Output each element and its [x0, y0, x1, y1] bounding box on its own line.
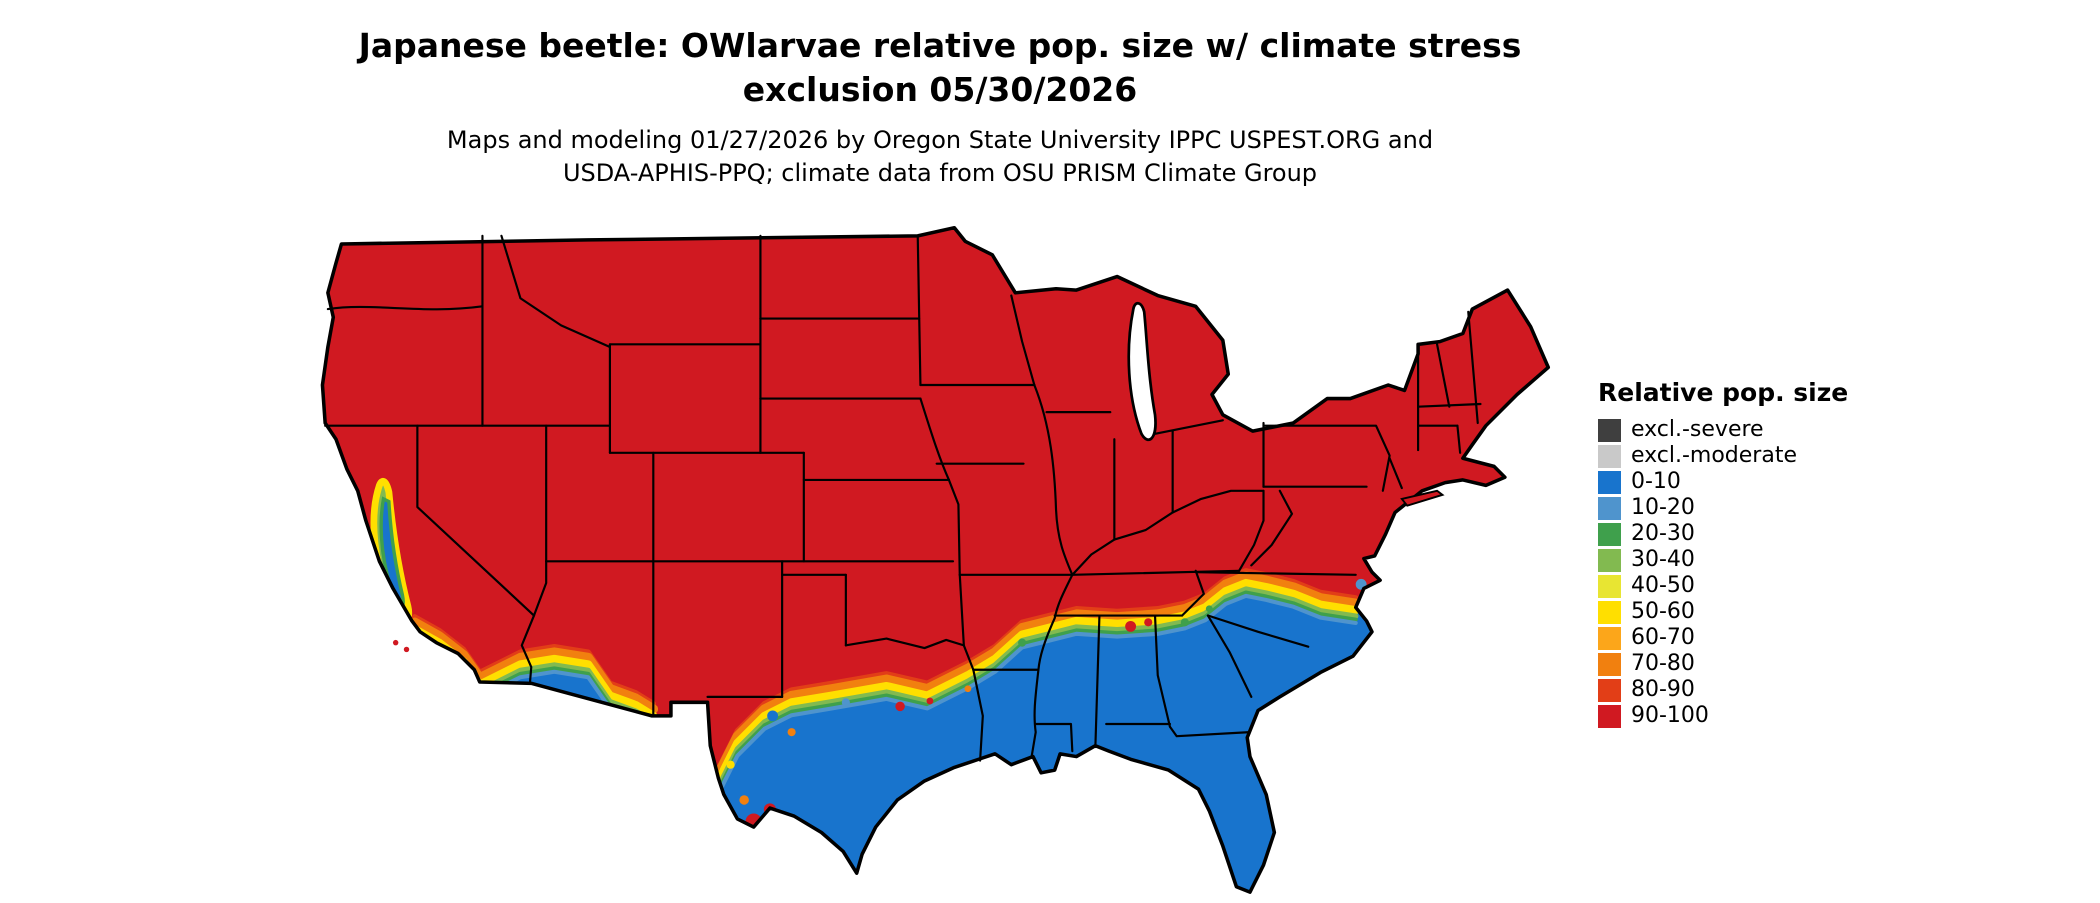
legend-swatch	[1598, 678, 1621, 702]
legend-item-label: 20-30	[1631, 521, 1695, 546]
legend-item-label: 0-10	[1631, 469, 1681, 494]
long-island	[1400, 489, 1445, 507]
legend-swatch	[1598, 652, 1621, 676]
map-legend: Relative pop. size excl.-severe excl.-mod…	[1598, 378, 2058, 729]
legend-item-label: 70-80	[1631, 651, 1695, 676]
us-map-svg	[320, 225, 1551, 894]
legend-title: Relative pop. size	[1598, 378, 1849, 407]
map-subtitle: Maps and modeling 01/27/2026 by Oregon S…	[0, 124, 1880, 190]
legend-swatch	[1598, 470, 1621, 494]
legend-item-label: excl.-moderate	[1631, 443, 1797, 468]
state-borders	[324, 234, 1482, 762]
map-title-line1: Japanese beetle: OWlarvae relative pop. …	[358, 26, 1522, 65]
map-title-line2: exclusion 05/30/2026	[742, 69, 1138, 109]
legend-item: excl.-severe	[1598, 417, 2058, 443]
us-outline	[320, 225, 1551, 894]
map-title: Japanese beetle: OWlarvae relative pop. …	[0, 24, 1880, 111]
legend-item-label: 60-70	[1631, 625, 1695, 650]
legend-item-label: 40-50	[1631, 573, 1695, 598]
legend-item: 10-20	[1598, 495, 2058, 521]
legend-item: 40-50	[1598, 573, 2058, 599]
legend-item-label: 50-60	[1631, 599, 1695, 624]
legend-item: 50-60	[1598, 599, 2058, 625]
legend-swatch	[1598, 444, 1621, 468]
legend-item: excl.-moderate	[1598, 443, 2058, 469]
legend-swatch	[1598, 548, 1621, 572]
legend-item: 70-80	[1598, 651, 2058, 677]
channel-islands	[392, 639, 410, 653]
legend-item-label: excl.-severe	[1631, 417, 1764, 442]
legend-swatch	[1598, 574, 1621, 598]
legend-swatch	[1598, 522, 1621, 546]
lake-michigan	[1127, 301, 1157, 441]
legend-item: 30-40	[1598, 547, 2058, 573]
legend-item: 20-30	[1598, 521, 2058, 547]
legend-item-label: 90-100	[1631, 703, 1709, 728]
legend-swatch	[1598, 600, 1621, 624]
legend-swatch	[1598, 418, 1621, 442]
legend-swatch	[1598, 626, 1621, 650]
legend-item: 60-70	[1598, 625, 2058, 651]
legend-item: 0-10	[1598, 469, 2058, 495]
map-subtitle-line1: Maps and modeling 01/27/2026 by Oregon S…	[446, 126, 1434, 154]
legend-item-label: 30-40	[1631, 547, 1695, 572]
legend-swatch	[1598, 704, 1621, 728]
us-choropleth-map	[314, 225, 1554, 903]
legend-item-label: 10-20	[1631, 495, 1695, 520]
legend-swatch	[1598, 496, 1621, 520]
legend-item-label: 80-90	[1631, 677, 1695, 702]
legend-items: excl.-severe excl.-moderate 0-10 10-20 20-30…	[1598, 417, 2058, 729]
legend-item: 90-100	[1598, 703, 2058, 729]
map-subtitle-line2: USDA-APHIS-PPQ; climate data from OSU PR…	[562, 159, 1318, 188]
legend-item: 80-90	[1598, 677, 2058, 703]
